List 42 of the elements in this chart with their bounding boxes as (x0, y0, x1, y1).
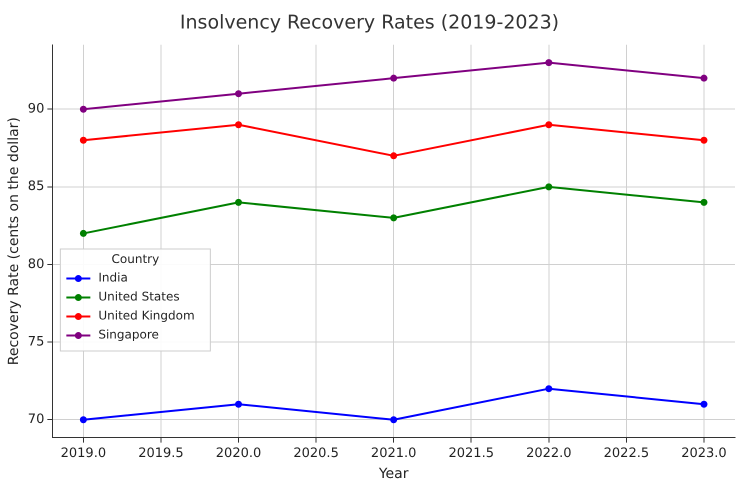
legend-label: United States (98, 290, 180, 304)
y-axis-title: Recovery Rate (cents on the dollar) (6, 117, 22, 366)
y-tick-label: 70 (28, 412, 44, 428)
point (80, 230, 87, 237)
legend-label: Singapore (98, 328, 159, 342)
point (390, 74, 398, 82)
x-tick-label: 2021.0 (370, 446, 416, 461)
point (235, 90, 242, 98)
point (390, 152, 398, 160)
point (700, 400, 708, 408)
x-tick-label: 2020.0 (216, 446, 262, 461)
x-tick-label: 2019.0 (60, 446, 106, 461)
x-tick-label: 2022.0 (526, 446, 572, 461)
x-tick-label: 2019.5 (138, 446, 184, 461)
x-tick-label: 2022.5 (604, 446, 650, 461)
x-axis-title: Year (378, 466, 409, 482)
point (80, 136, 87, 144)
point (235, 400, 242, 408)
point (390, 416, 398, 424)
point (390, 214, 398, 222)
point (545, 385, 552, 392)
point (700, 198, 708, 206)
legend-title: Country (112, 252, 160, 266)
x-tick-label: 2021.5 (448, 446, 494, 461)
point (545, 183, 552, 190)
point (545, 121, 552, 128)
point (545, 59, 552, 66)
point (235, 198, 242, 206)
legend-label: United Kingdom (98, 308, 195, 323)
chart-title: Insolvency Recovery Rates (2019-2023) (180, 11, 560, 34)
y-tick-label: 90 (28, 102, 44, 117)
y-tick-label: 80 (28, 256, 44, 272)
y-tick-label: 85 (28, 179, 44, 194)
legend-label: India (98, 270, 128, 285)
point (700, 136, 708, 144)
point (235, 121, 242, 128)
y-tick-label: 75 (28, 334, 44, 350)
point (80, 106, 87, 113)
point (700, 74, 708, 82)
x-tick-label: 2023.0 (681, 446, 727, 461)
point (80, 416, 87, 424)
x-tick-label: 2020.5 (293, 446, 339, 461)
